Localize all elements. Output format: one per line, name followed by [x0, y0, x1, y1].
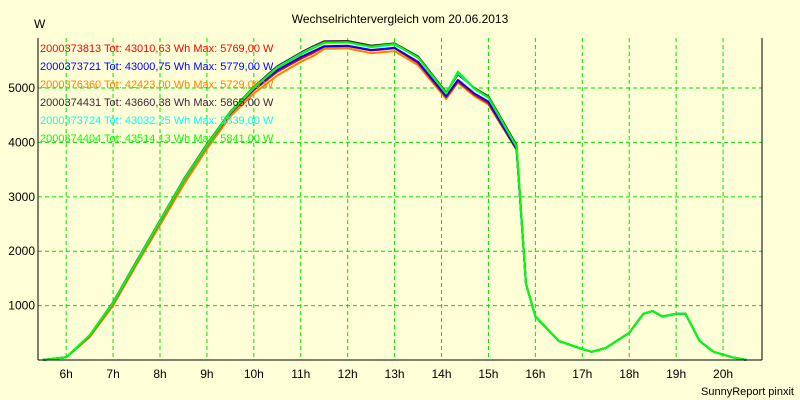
- y-axis-label: W: [34, 17, 46, 31]
- x-tick-label: 13h: [385, 367, 405, 381]
- legend: 2000373813 Tot: 43010,63 Wh Max: 5769,00…: [40, 40, 273, 148]
- legend-entry-2000373724: 2000373724 Tot: 43032,25 Wh Max: 5839,00…: [40, 115, 274, 127]
- axes: [37, 38, 763, 361]
- legend-entry-2000373721: 2000373721 Tot: 43000,75 Wh Max: 5779,00…: [40, 61, 274, 73]
- legend-entry-2000374404: 2000374404 Tot: 43514,13 Wh Max: 5841,00…: [40, 133, 274, 145]
- x-tick-label: 20h: [713, 367, 733, 381]
- x-tick-label: 6h: [59, 367, 72, 381]
- x-tick-label: 16h: [525, 367, 545, 381]
- x-tick-label: 14h: [432, 367, 452, 381]
- y-tick-label: 4000: [8, 135, 35, 149]
- grid: [38, 38, 762, 360]
- legend-entry-2000374431: 2000374431 Tot: 43660,38 Wh Max: 5865,00…: [40, 97, 274, 109]
- x-tick-label: 15h: [478, 367, 498, 381]
- tick-labels: 6h 7h 8h 9h 10h 11h 12h 13h 14h 15h 16h 17h 18h 19h 20…: [8, 81, 733, 381]
- x-tick-label: 12h: [338, 367, 358, 381]
- x-tick-label: 19h: [666, 367, 686, 381]
- series-line-2000374404: [42, 41, 747, 361]
- x-tick-label: 18h: [619, 367, 639, 381]
- chart-title: Wechselrichtervergleich vom 20.06.2013: [292, 12, 509, 26]
- x-tick-label: 11h: [291, 367, 310, 381]
- y-tick-label: 3000: [8, 190, 35, 204]
- y-tick-label: 5000: [8, 81, 35, 95]
- x-tick-label: 17h: [572, 367, 592, 381]
- y-tick-label: 1000: [8, 299, 35, 313]
- x-tick-label: 10h: [244, 367, 264, 381]
- legend-entry-2000376360: 2000376360 Tot: 42423,00 Wh Max: 5729,00…: [40, 79, 274, 91]
- series-lines: [42, 40, 747, 361]
- x-tick-label: 8h: [153, 367, 166, 381]
- footer-credit: SunnyReport pinxit: [701, 386, 794, 398]
- legend-entry-2000373813: 2000373813 Tot: 43010,63 Wh Max: 5769,00…: [40, 43, 274, 55]
- x-tick-label: 9h: [200, 367, 213, 381]
- y-tick-label: 2000: [8, 244, 35, 258]
- x-tick-label: 7h: [106, 367, 119, 381]
